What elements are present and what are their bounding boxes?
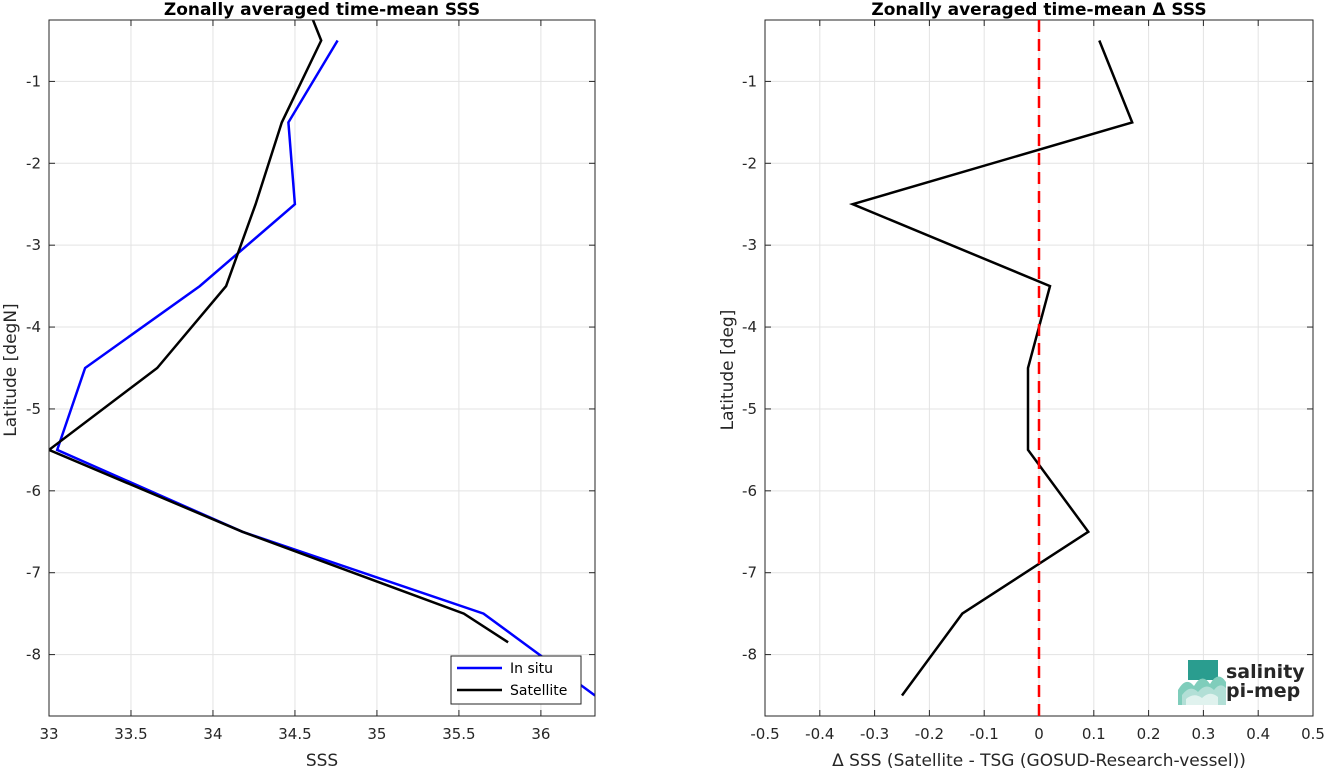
legend: In situ Satellite	[450, 655, 582, 705]
y-tick-label: -8	[26, 646, 41, 664]
ticks: -0.5 -0.4 -0.3 -0.2 -0.1 0 0.1 0.2 0.3 0.4 0.5 -1 -2…	[742, 20, 1325, 743]
series-line-0	[848, 40, 1134, 697]
ticks: 33 33.5 34 34.5 35 35.5 36 -1 -2 -3 -4 -5 -6 -7 -8	[26, 20, 595, 743]
series	[848, 40, 1134, 697]
wave-logo-icon	[1178, 660, 1226, 705]
y-tick-label: -1	[742, 72, 757, 90]
x-tick-label: 0.2	[1137, 725, 1161, 743]
y-tick-label: -3	[26, 236, 41, 254]
x-tick-label: 34	[203, 725, 222, 743]
y-tick-label: -7	[742, 564, 757, 582]
y-tick-label: -6	[26, 482, 41, 500]
y-axis-label: Latitude [degN]	[1, 303, 21, 436]
x-tick-label: 0.4	[1246, 725, 1270, 743]
logo-line-1: salinity	[1226, 661, 1305, 683]
x-tick-label: -0.2	[915, 725, 944, 743]
x-tick-label: 34.5	[278, 725, 311, 743]
x-tick-label: 0.5	[1301, 725, 1325, 743]
chart-sss: Zonally averaged time-mean SSS 33 33.5 34 3…	[1, 0, 596, 769]
x-tick-label: -0.1	[970, 725, 999, 743]
y-tick-label: -4	[26, 318, 41, 336]
y-tick-label: -1	[26, 72, 41, 90]
grid	[48, 20, 595, 716]
legend-label-in-situ: In situ	[510, 661, 553, 677]
logo-line-2: pi-mep	[1226, 680, 1300, 702]
y-tick-label: -4	[742, 318, 757, 336]
y-tick-label: -5	[742, 400, 757, 418]
x-tick-label: 33	[39, 725, 58, 743]
series	[49, 20, 595, 697]
x-tick-label: 33.5	[114, 725, 147, 743]
x-tick-label: -0.3	[860, 725, 889, 743]
legend-box	[450, 655, 582, 705]
y-tick-label: -2	[26, 154, 41, 172]
x-axis-label: Δ SSS (Satellite - TSG (GOSUD-Research-v…	[832, 751, 1246, 769]
x-tick-label: 0	[1034, 725, 1044, 743]
y-tick-label: -5	[26, 400, 41, 418]
x-axis-label: SSS	[306, 751, 338, 769]
y-axis-label: Latitude [deg]	[718, 310, 738, 431]
x-tick-label: -0.4	[805, 725, 834, 743]
y-tick-label: -3	[742, 236, 757, 254]
series-line-1	[49, 20, 509, 644]
x-tick-label: 36	[531, 725, 550, 743]
salinity-pi-mep-logo: salinity pi-mep	[1178, 660, 1305, 705]
series-line-0	[55, 39, 595, 697]
axes-frame	[48, 19, 596, 717]
y-tick-label: -6	[742, 482, 757, 500]
chart-title: Zonally averaged time-mean Δ SSS	[871, 0, 1206, 20]
y-tick-label: -2	[742, 154, 757, 172]
y-tick-label: -7	[26, 564, 41, 582]
x-tick-label: -0.5	[750, 725, 779, 743]
chart-title: Zonally averaged time-mean SSS	[164, 0, 480, 20]
x-tick-label: 35	[367, 725, 386, 743]
x-tick-label: 0.1	[1082, 725, 1106, 743]
y-tick-label: -8	[742, 646, 757, 664]
x-tick-label: 0.3	[1191, 725, 1215, 743]
x-tick-label: 35.5	[442, 725, 475, 743]
chart-delta-sss: Zonally averaged time-mean Δ SSS -0.5 -0.…	[718, 0, 1325, 769]
legend-label-satellite: Satellite	[510, 683, 567, 699]
